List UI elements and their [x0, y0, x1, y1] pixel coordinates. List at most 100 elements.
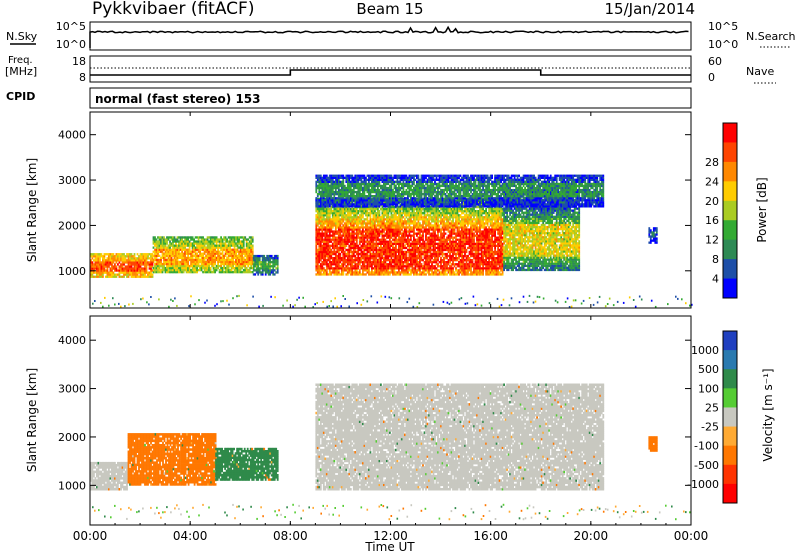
power-cell [248, 269, 251, 272]
power-cell [197, 258, 200, 262]
power-cell [112, 265, 115, 268]
power-cell [181, 250, 183, 253]
power-cell [154, 250, 156, 253]
power-cell [276, 267, 279, 270]
power-cell [202, 242, 204, 245]
power-cell [408, 246, 411, 250]
power-cell [157, 236, 159, 239]
power-cell [144, 271, 146, 274]
power-cell [202, 262, 204, 266]
power-cell [211, 238, 213, 241]
power-cell [141, 261, 143, 264]
power-cell [157, 242, 159, 245]
power-cell [148, 257, 151, 260]
power-cell [257, 265, 260, 268]
power-cell [138, 259, 140, 262]
power-cell [199, 264, 201, 268]
power-cell [362, 228, 364, 231]
power-cell [199, 258, 201, 262]
power-cell [422, 259, 424, 262]
power-cell [410, 238, 412, 241]
power-cell [247, 238, 250, 241]
power-cell [203, 256, 206, 259]
power-cell [164, 262, 167, 266]
power-cell [434, 265, 436, 268]
power-cell [355, 240, 358, 243]
power-cell [133, 253, 136, 256]
power-cell [120, 257, 122, 260]
power-cell [193, 242, 195, 245]
power-cell [212, 238, 215, 241]
power-cell [179, 252, 182, 255]
power-cell [245, 240, 248, 243]
power-cell [315, 246, 318, 250]
power-cell [139, 261, 142, 264]
power-cell [438, 210, 441, 213]
power-cell [214, 238, 216, 241]
power-cell [188, 258, 191, 262]
power-cell [221, 240, 224, 243]
power-cell [142, 261, 145, 264]
power-cell [358, 226, 361, 229]
power-cell [173, 260, 176, 264]
power-cell [160, 262, 162, 266]
power-cell [154, 266, 156, 270]
power-cell [416, 234, 418, 237]
power-cell [343, 246, 346, 250]
power-cell [211, 260, 213, 264]
power-cell [127, 267, 130, 270]
power-cell [154, 244, 156, 247]
power-cell [191, 238, 194, 241]
power-cell [194, 262, 197, 266]
power-cell [188, 266, 191, 270]
power-cell [239, 246, 242, 249]
power-cell [419, 224, 421, 227]
power-cell [121, 263, 124, 266]
power-cell [160, 242, 162, 245]
power-cell [185, 260, 188, 264]
power-cell [387, 269, 390, 272]
power-cell [157, 240, 159, 243]
power-cell [175, 244, 177, 247]
power-cell [214, 266, 216, 270]
power-cell [206, 242, 209, 245]
power-cell [429, 250, 432, 254]
power-cell [233, 246, 236, 249]
power-cell [419, 240, 421, 243]
power-cell [420, 248, 423, 252]
power-cell [438, 254, 441, 258]
nsky-panel [89, 21, 692, 51]
power-cell [187, 271, 189, 274]
power-cell [191, 266, 194, 270]
power-cell [363, 263, 366, 266]
power-cell [251, 246, 254, 249]
power-cell [352, 230, 355, 233]
power-cell [193, 271, 195, 274]
power-cell [223, 256, 225, 259]
power-cell [328, 232, 331, 235]
power-cell [176, 252, 179, 255]
power-cell [209, 271, 212, 274]
power-cell [190, 238, 192, 241]
power-cell [179, 264, 182, 268]
power-cell [169, 248, 171, 251]
power-cell [447, 263, 450, 266]
power-cell [185, 240, 188, 243]
power-cell [187, 244, 189, 247]
power-cell [199, 252, 201, 255]
power-cell [276, 257, 279, 260]
power-cell [358, 273, 361, 276]
power-cell [154, 269, 156, 272]
power-cell [419, 246, 421, 250]
power-cell [377, 244, 379, 247]
power-cell [401, 228, 403, 231]
power-cell [100, 253, 103, 256]
power-cell [387, 257, 390, 260]
power-cell [214, 246, 216, 249]
power-cell [377, 236, 379, 239]
power-cell [357, 250, 360, 254]
power-cell [458, 218, 460, 221]
cpid-label: CPID [6, 90, 35, 103]
power-cell [169, 269, 171, 272]
power-cell [190, 242, 192, 245]
